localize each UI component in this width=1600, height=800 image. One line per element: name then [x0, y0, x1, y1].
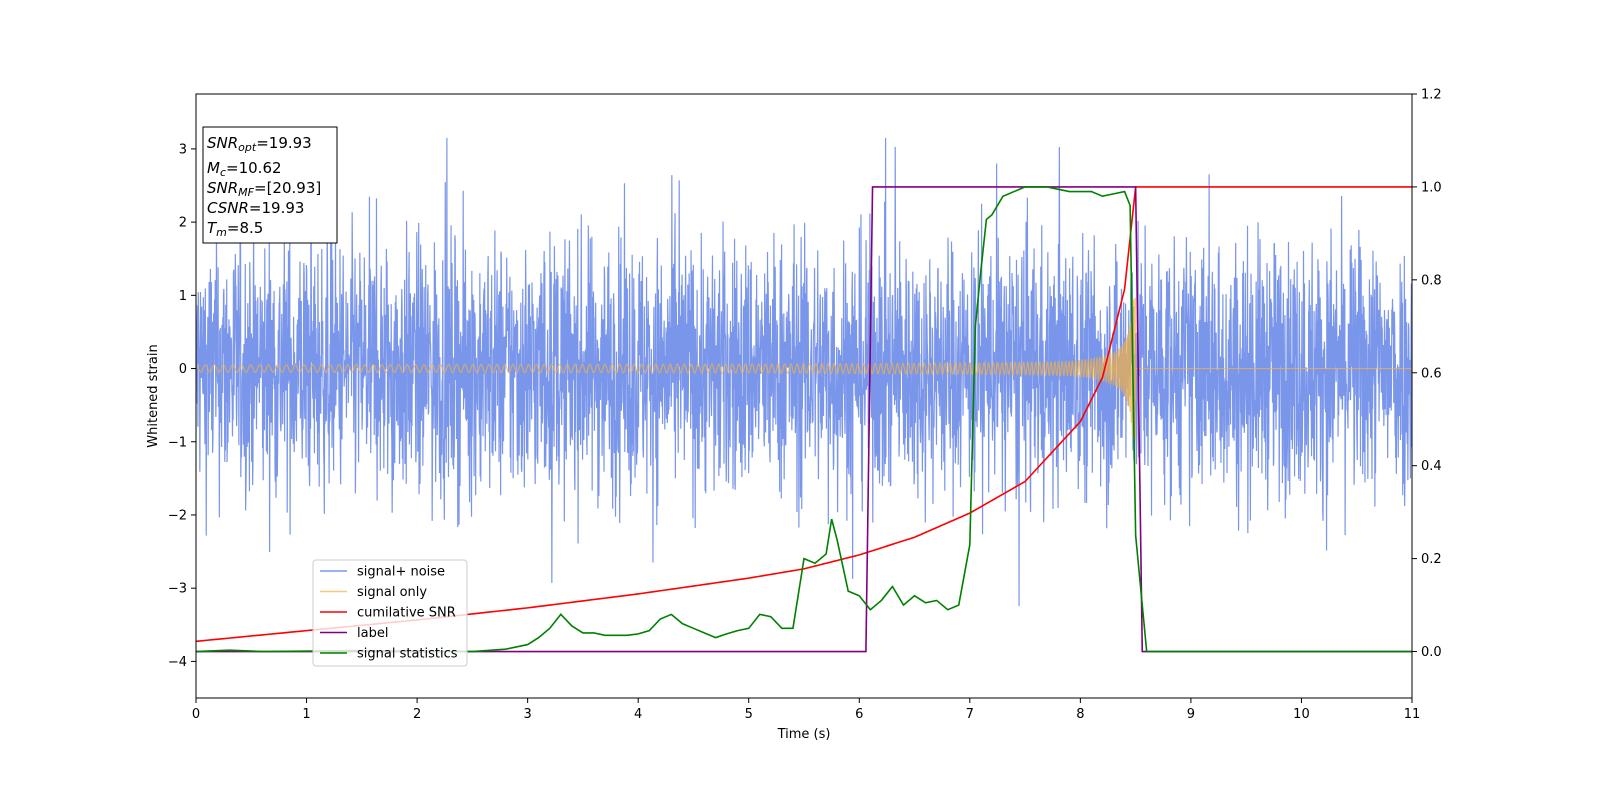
y-right-tick-label: 0.2 [1421, 552, 1442, 567]
series-signal-noise [196, 137, 1412, 606]
x-tick-label: 9 [1187, 707, 1195, 722]
y-axis-right-ticks: 0.0 0.2 0.4 0.6 0.8 1.0 1.2 [1412, 88, 1442, 660]
x-tick-label: 1 [302, 707, 310, 722]
x-tick-label: 6 [855, 707, 863, 722]
legend: signal+ noise signal only cumilative SNR la… [312, 559, 468, 667]
info-csnr: CSNR=19.93 [207, 199, 304, 217]
y-axis-label: Whitened strain [146, 344, 161, 447]
y-left-tick-label: −3 [168, 582, 187, 597]
info-snr-mf: SNRMF=[20.93] [207, 179, 321, 199]
x-axis-label: Time (s) [777, 727, 831, 742]
y-left-tick-label: 2 [179, 216, 187, 231]
info-box: SNRopt=19.93 Mc=10.62 SNRMF=[20.93] CSNR… [202, 126, 338, 244]
y-left-tick-label: −1 [168, 435, 187, 450]
series-cumulative-snr [196, 186, 1412, 643]
series-signal-statistics [196, 186, 1412, 653]
legend-label: signal statistics [357, 647, 458, 662]
legend-frame [312, 559, 468, 667]
y-left-tick-label: 0 [179, 362, 187, 377]
x-tick-label: 3 [523, 707, 531, 722]
y-right-tick-label: 0.6 [1421, 366, 1442, 381]
y-right-tick-label: 0.4 [1421, 459, 1442, 474]
x-tick-label: 4 [634, 707, 642, 722]
plot-frame [195, 93, 1413, 699]
info-snr-opt: SNRopt=19.93 [207, 134, 312, 154]
series-signal-only [196, 297, 1412, 441]
legend-entries: signal+ noise signal only cumilative SNR la… [320, 565, 458, 662]
x-tick-label: 0 [192, 707, 200, 722]
y-left-tick-label: 1 [179, 289, 187, 304]
y-left-tick-label: −2 [168, 508, 187, 523]
y-axis-left-ticks: −4 −3 −2 −1 0 1 2 3 [168, 142, 196, 670]
legend-label: label [357, 626, 388, 641]
series-layer [196, 137, 1412, 653]
x-tick-label: 2 [413, 707, 421, 722]
info-mc: Mc=10.62 [207, 159, 282, 179]
x-axis-ticks: 0 1 2 3 4 5 6 7 8 9 10 11 [192, 698, 1420, 722]
legend-label: cumilative SNR [357, 606, 456, 621]
y-right-tick-label: 0.0 [1421, 645, 1442, 660]
x-tick-label: 5 [745, 707, 753, 722]
info-tm: Tm=8.5 [207, 219, 263, 239]
x-tick-label: 11 [1404, 707, 1421, 722]
legend-label: signal+ noise [357, 565, 445, 580]
x-tick-label: 10 [1293, 707, 1310, 722]
legend-label: signal only [357, 585, 427, 600]
y-right-tick-label: 1.0 [1421, 180, 1442, 195]
x-tick-label: 8 [1076, 707, 1084, 722]
y-right-tick-label: 1.2 [1421, 88, 1442, 103]
y-left-tick-label: −4 [168, 655, 187, 670]
x-tick-label: 7 [966, 707, 974, 722]
y-left-tick-label: 3 [179, 142, 187, 157]
info-box-frame [202, 126, 338, 244]
y-right-tick-label: 0.8 [1421, 273, 1442, 288]
